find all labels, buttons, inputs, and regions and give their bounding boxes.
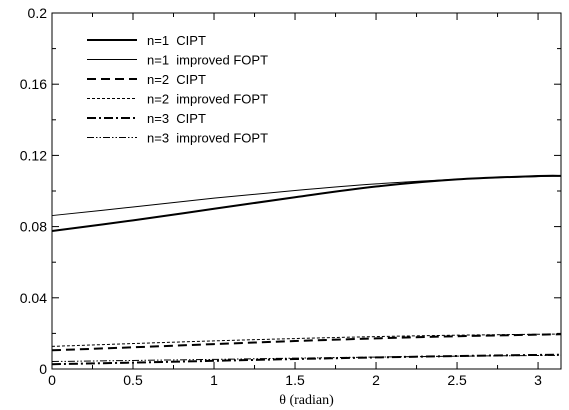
- legend-label: n=1 improved FOPT: [147, 53, 268, 68]
- x-tick-label: 0: [48, 372, 56, 388]
- y-tick-label: 0.16: [20, 76, 47, 92]
- x-tick-label: 3: [534, 372, 542, 388]
- plot-border: [51, 12, 562, 370]
- legend-label: n=3 improved FOPT: [147, 131, 268, 146]
- y-tick-label: 0: [39, 361, 47, 377]
- x-axis-label: θ (radian): [279, 393, 334, 408]
- series-line-6: [51, 354, 562, 363]
- series-line-1: [51, 174, 562, 233]
- plot-frame: [51, 12, 562, 370]
- y-tick-label: 0.12: [20, 147, 47, 163]
- y-tick-label: 0.08: [20, 219, 47, 235]
- x-tick-label: 2: [372, 372, 380, 388]
- x-tick-label: 2.5: [447, 372, 467, 388]
- legend: n=1 CIPT n=1 improved FOPT n=2 CIPT n=2 imp…: [87, 33, 268, 146]
- series-layer: [51, 174, 562, 366]
- legend-label: n=1 CIPT: [147, 33, 206, 48]
- series-line-2: [51, 175, 562, 217]
- legend-label: n=3 CIPT: [147, 111, 206, 126]
- x-tick-label: 1: [210, 372, 218, 388]
- series-line-5: [51, 353, 562, 366]
- y-tick-label: 0.04: [20, 290, 47, 306]
- legend-label: n=2 CIPT: [147, 72, 206, 87]
- y-tick-label: 0.2: [28, 5, 48, 21]
- x-tick-label: 0.5: [123, 372, 143, 388]
- x-axis: 0 0.5 1 1.5 2 2.5 3: [48, 13, 542, 388]
- series-line-4: [51, 333, 562, 347]
- legend-label: n=2 improved FOPT: [147, 92, 268, 107]
- x-tick-label: 1.5: [285, 372, 305, 388]
- series-line-3: [51, 333, 562, 352]
- y-axis: 0 0.04 0.08 0.12 0.16 0.2: [20, 5, 561, 377]
